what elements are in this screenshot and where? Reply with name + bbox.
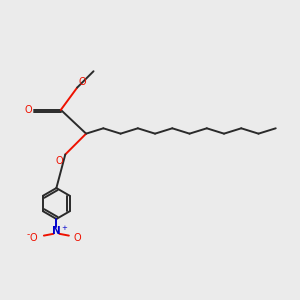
Text: N: N bbox=[52, 226, 61, 236]
Text: O: O bbox=[78, 77, 86, 87]
Text: -: - bbox=[26, 230, 30, 239]
Text: O: O bbox=[56, 156, 64, 166]
Text: O: O bbox=[25, 105, 33, 115]
Text: O: O bbox=[73, 233, 81, 243]
Text: +: + bbox=[61, 225, 67, 231]
Text: O: O bbox=[29, 233, 37, 243]
